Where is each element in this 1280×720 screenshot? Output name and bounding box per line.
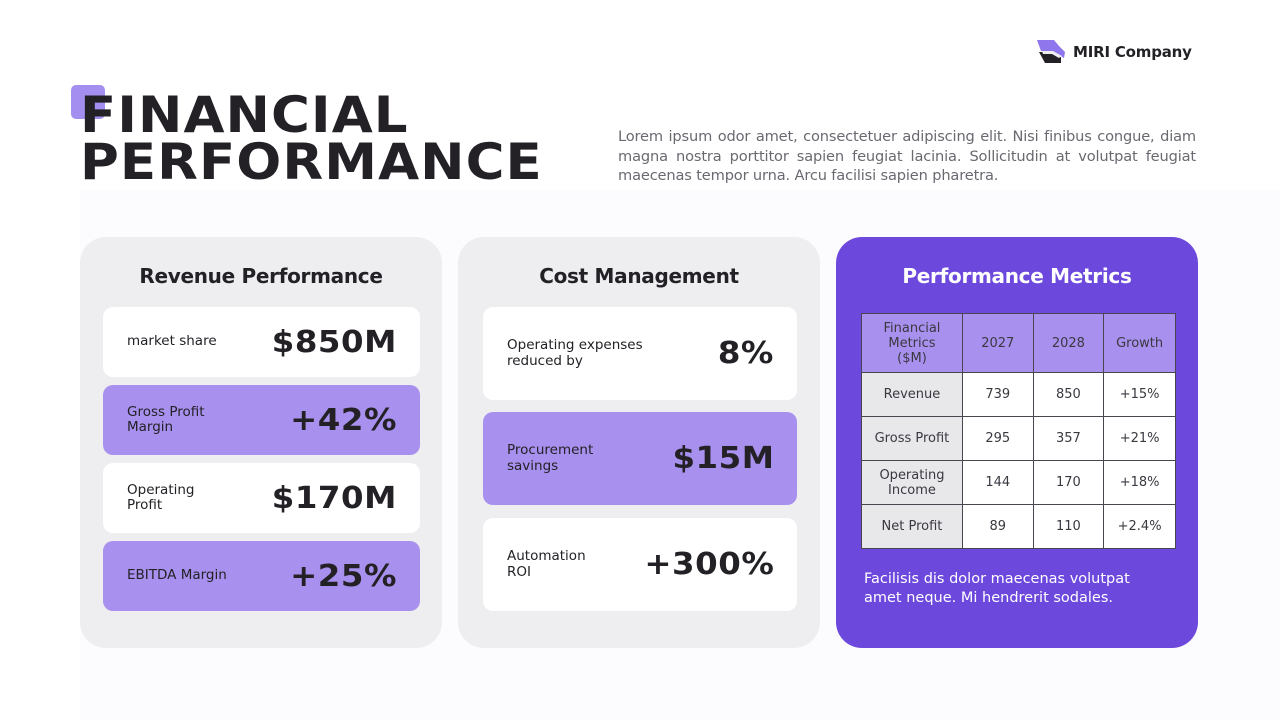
table-cell: 357 <box>1032 416 1105 461</box>
kpi-label: Procurement savings <box>507 442 594 474</box>
kpi-value: $15M <box>671 441 774 476</box>
row-label: Gross Profit <box>861 416 963 461</box>
kpi-value: +42% <box>290 402 397 438</box>
table-cell: 110 <box>1032 504 1105 549</box>
card-title: Revenue Performance <box>139 264 383 288</box>
column-header: 2027 <box>961 313 1034 373</box>
kpi-value: +25% <box>290 558 397 594</box>
stacked-layers-logo-icon <box>1037 40 1065 63</box>
company-logo: MIRI Company <box>1037 40 1192 64</box>
table-cell: 850 <box>1032 372 1105 417</box>
table-cell: 295 <box>961 416 1034 461</box>
kpi-label: EBITDA Margin <box>127 567 227 584</box>
company-name: MIRI Company <box>1073 43 1192 61</box>
table-cell: 144 <box>961 460 1034 505</box>
row-label: Operating Income <box>861 460 963 505</box>
title-accent-square <box>71 85 105 119</box>
kpi-tile-market-share: market share $850M <box>103 307 420 377</box>
kpi-tile-procurement-savings: Procurement savings $15M <box>483 412 797 505</box>
table-header-row: Financial Metrics ($M) 2027 2028 Growth <box>861 313 1176 373</box>
column-header: Financial Metrics ($M) <box>861 313 963 373</box>
kpi-label: Gross Profit Margin <box>127 403 205 435</box>
card-title: Performance Metrics <box>902 264 1132 288</box>
row-label: Net Profit <box>861 504 963 549</box>
cost-management-card: Cost Management Operating expenses reduc… <box>458 237 820 648</box>
page-title: FINANCIAL PERFORMANCE <box>80 86 543 191</box>
table-row: Revenue 739 850 +15% <box>861 372 1176 417</box>
kpi-label: Operating expenses reduced by <box>507 337 643 369</box>
table-cell: +2.4% <box>1103 504 1176 549</box>
kpi-tile-gross-profit-margin: Gross Profit Margin +42% <box>103 385 420 455</box>
table-cell: 739 <box>961 372 1034 417</box>
table-row: Net Profit 89 110 +2.4% <box>861 504 1176 549</box>
intro-paragraph: Lorem ipsum odor amet, consectetuer adip… <box>618 128 1196 184</box>
performance-metrics-card: Performance Metrics Financial Metrics ($… <box>836 237 1198 648</box>
kpi-value: +300% <box>644 547 774 582</box>
row-label: Revenue <box>861 372 963 417</box>
kpi-label: market share <box>127 333 217 350</box>
kpi-tile-operating-expenses: Operating expenses reduced by 8% <box>483 307 797 400</box>
revenue-performance-card: Revenue Performance market share $850M G… <box>80 237 442 648</box>
table-cell: 170 <box>1032 460 1105 505</box>
kpi-value: 8% <box>717 336 774 371</box>
kpi-tile-ebitda-margin: EBITDA Margin +25% <box>103 541 420 611</box>
kpi-value: $170M <box>271 480 397 516</box>
kpi-tile-automation-roi: Automation ROI +300% <box>483 518 797 611</box>
title-line-1: FINANCIAL <box>80 86 409 144</box>
table-row: Gross Profit 295 357 +21% <box>861 416 1176 461</box>
title-line-2: PERFORMANCE <box>80 133 543 191</box>
metrics-table: Financial Metrics ($M) 2027 2028 Growth … <box>861 313 1176 549</box>
table-cell: +15% <box>1103 372 1176 417</box>
column-header: Growth <box>1103 313 1176 373</box>
column-header: 2028 <box>1032 313 1105 373</box>
card-title: Cost Management <box>539 264 739 288</box>
table-row: Operating Income 144 170 +18% <box>861 460 1176 505</box>
metrics-note: Facilisis dis dolor maecenas volutpat am… <box>864 571 1130 606</box>
kpi-tile-operating-profit: Operating Profit $170M <box>103 463 420 533</box>
table-cell: +18% <box>1103 460 1176 505</box>
table-cell: 89 <box>961 504 1034 549</box>
kpi-value: $850M <box>271 324 397 360</box>
table-cell: +21% <box>1103 416 1176 461</box>
kpi-label: Automation ROI <box>507 548 586 580</box>
kpi-label: Operating Profit <box>127 481 195 513</box>
